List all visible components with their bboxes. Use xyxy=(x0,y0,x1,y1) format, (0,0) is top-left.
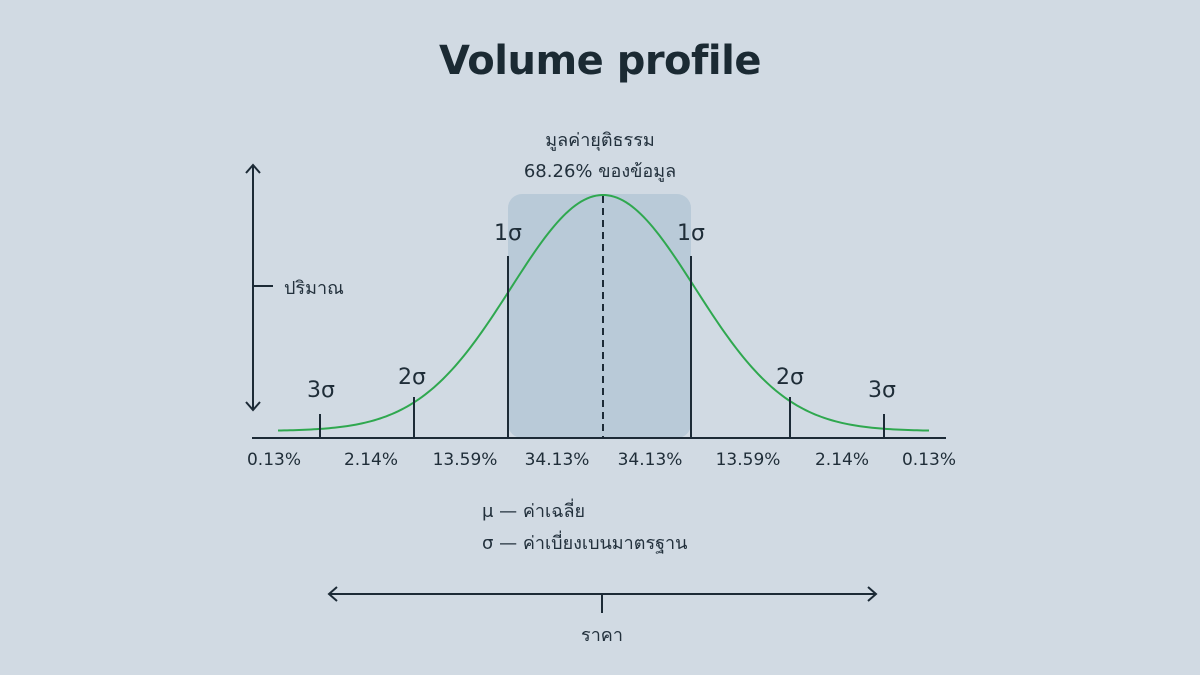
legend-mu: μ — ค่าเฉลี่ย xyxy=(482,501,586,522)
percent-label: 13.59% xyxy=(432,450,498,470)
price-axis-arrow xyxy=(327,586,878,613)
bell-curve xyxy=(277,194,930,432)
sigma-1-left-label: 1σ xyxy=(494,221,522,246)
fair-value-band xyxy=(508,194,691,438)
sigma-2-right-label: 2σ xyxy=(776,365,804,390)
sigma-1-right-label: 1σ xyxy=(677,221,705,246)
volume-axis-arrow xyxy=(245,163,273,412)
sigma-3-left-label: 3σ xyxy=(307,378,335,403)
fair-value-percent: 68.26% ของข้อมูล xyxy=(523,161,677,182)
percent-label: 2.14% xyxy=(814,450,870,470)
sigma-3-right-label: 3σ xyxy=(868,378,896,403)
volume-axis-label: ปริมาณ xyxy=(284,278,344,299)
percent-label: 0.13% xyxy=(901,450,957,470)
fair-value-title: มูลค่ายุติธรรม xyxy=(545,130,655,151)
sigma-2-left-label: 2σ xyxy=(398,365,426,390)
legend-sigma: σ — ค่าเบี่ยงเบนมาตรฐาน xyxy=(482,533,688,554)
page-title: Volume profile xyxy=(439,38,761,84)
percent-label: 13.59% xyxy=(715,450,781,470)
percent-label: 34.13% xyxy=(617,450,683,470)
percent-label: 0.13% xyxy=(246,450,302,470)
percent-label: 34.13% xyxy=(524,450,590,470)
percent-label: 2.14% xyxy=(343,450,399,470)
price-axis-label: ราคา xyxy=(581,625,623,646)
